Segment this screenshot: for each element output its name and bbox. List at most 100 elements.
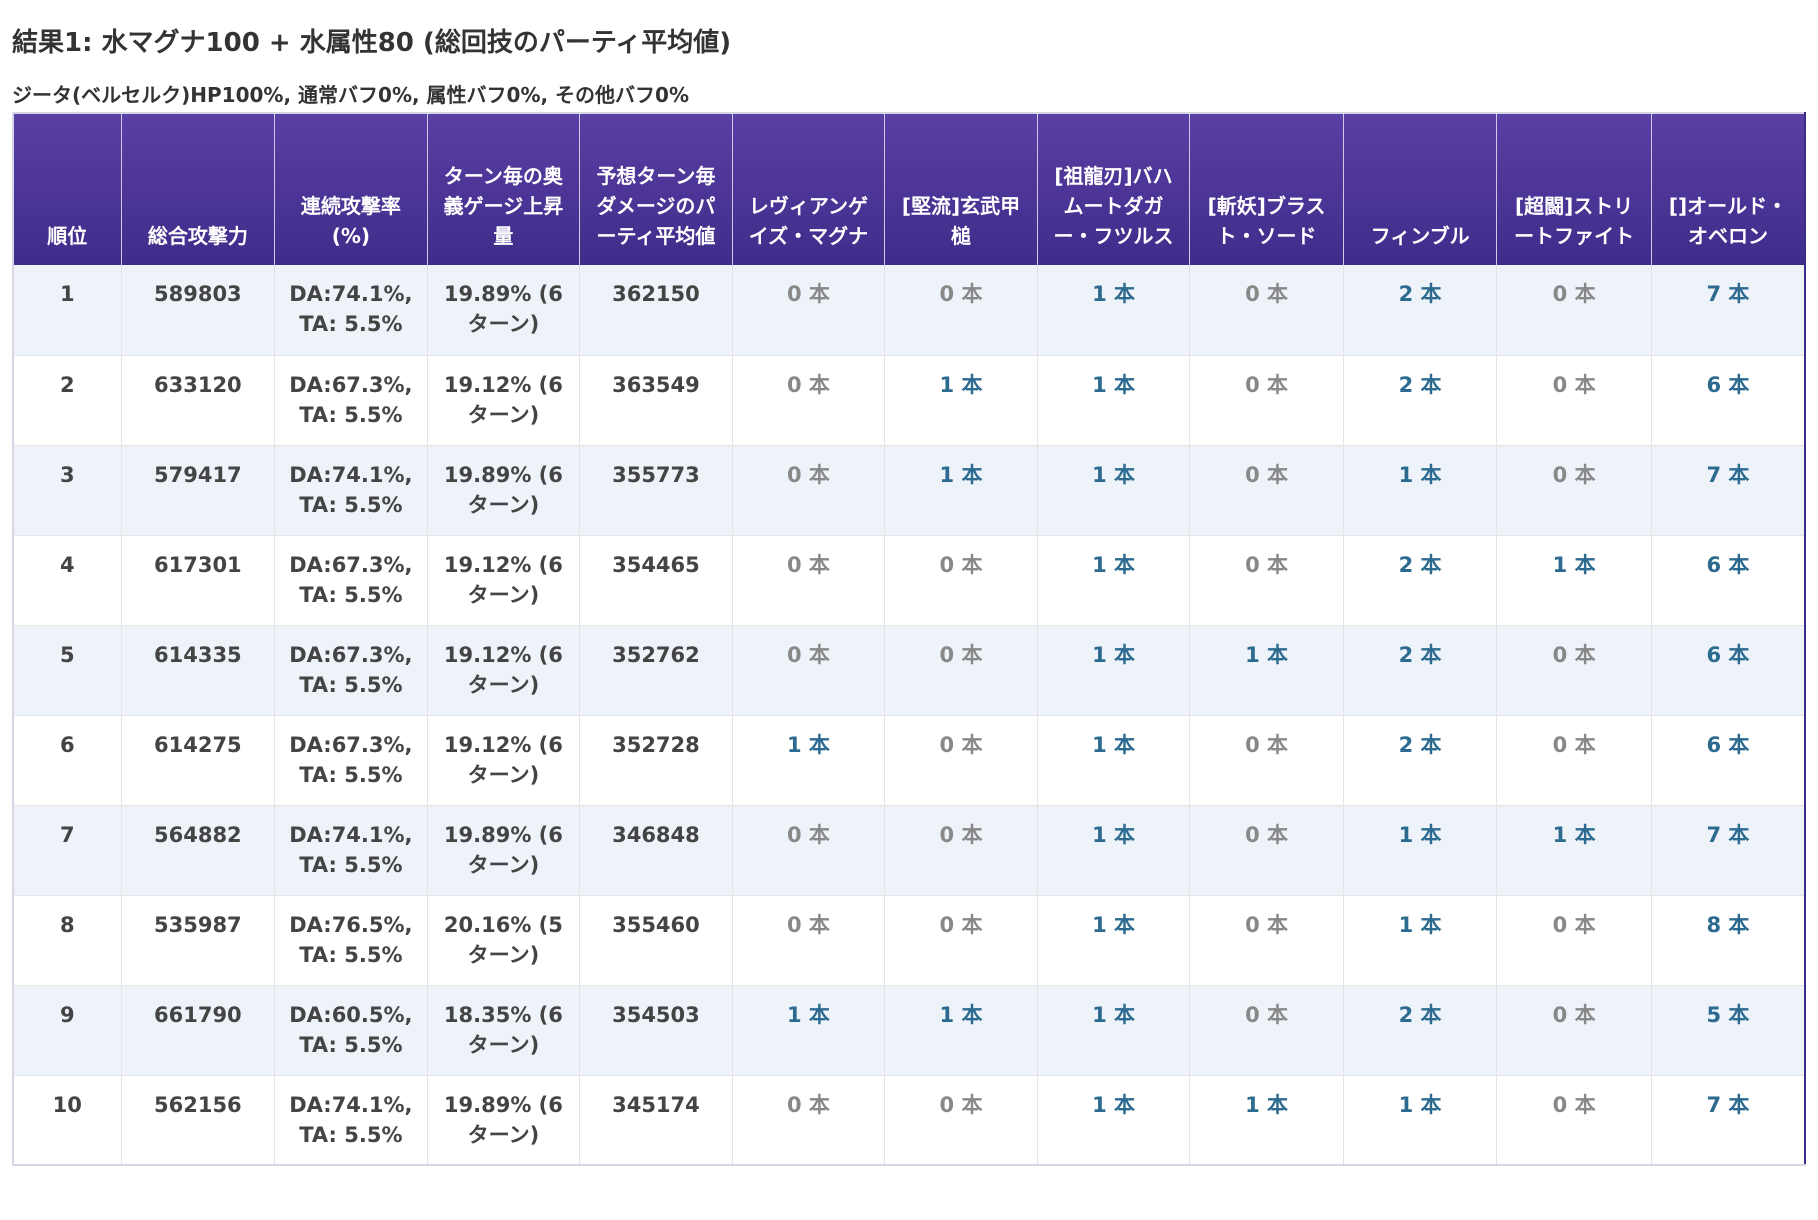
cell-total-attack: 535987 bbox=[121, 895, 276, 986]
cell-weapon-4-count: 0 本 bbox=[1189, 445, 1344, 536]
cell-weapon-7-count: 5 本 bbox=[1651, 985, 1806, 1076]
cell-ougi-gauge: 19.89% (6 ターン) bbox=[427, 1075, 581, 1166]
header-weapon-7: []オールド・オベロン bbox=[1651, 112, 1805, 265]
cell-multi-attack-rate-line: TA: 5.5% bbox=[299, 762, 403, 787]
result-subtitle: ジータ(ベルセルク)HP100%, 通常バフ0%, 属性バフ0%, その他バフ0… bbox=[12, 83, 690, 107]
cell-ougi-gauge: 19.12% (6 ターン) bbox=[427, 355, 581, 446]
cell-multi-attack-rate-line: DA:74.1%, bbox=[289, 282, 413, 306]
table-body: 1 589803 DA:74.1%, TA: 5.5% 19.89% (6 ターン) 362… bbox=[13, 265, 1806, 1166]
header-multi-attack-rate: 連続攻撃率(%) bbox=[274, 112, 428, 265]
cell-ougi-gauge-line: ターン) bbox=[467, 852, 540, 877]
cell-weapon-3-count: 1 本 bbox=[1037, 895, 1191, 986]
cell-multi-attack-rate-line: DA:76.5%, bbox=[289, 912, 413, 937]
cell-ougi-gauge-line: 19.12% (6 bbox=[443, 732, 563, 757]
cell-weapon-1-count: 0 本 bbox=[732, 355, 886, 446]
cell-weapon-2-count: 1 本 bbox=[884, 985, 1038, 1076]
header-weapon-4: [斬妖]ブラスト・ソード bbox=[1189, 112, 1344, 265]
cell-ougi-gauge-line: 19.12% (6 bbox=[443, 552, 563, 577]
table-row: 10 562156 DA:74.1%, TA: 5.5% 19.89% (6 ターン) 34… bbox=[13, 1075, 1806, 1166]
cell-ougi-gauge-line: 19.12% (6 bbox=[443, 642, 563, 667]
cell-party-damage: 354503 bbox=[579, 985, 733, 1076]
table-row: 4 617301 DA:67.3%, TA: 5.5% 19.12% (6 ターン) 354… bbox=[13, 535, 1806, 626]
cell-multi-attack-rate-line: TA: 5.5% bbox=[299, 1032, 403, 1057]
cell-party-damage: 345174 bbox=[579, 1075, 733, 1166]
cell-weapon-7-count: 6 本 bbox=[1651, 355, 1806, 446]
cell-multi-attack-rate-line: TA: 5.5% bbox=[299, 852, 403, 877]
cell-weapon-6-count: 0 本 bbox=[1496, 1075, 1652, 1166]
cell-ougi-gauge-line: 19.12% (6 bbox=[443, 372, 563, 397]
header-rank: 順位 bbox=[13, 112, 122, 265]
cell-total-attack: 633120 bbox=[121, 355, 276, 446]
cell-rank: 10 bbox=[13, 1075, 122, 1166]
cell-ougi-gauge-line: 19.89% (6 bbox=[443, 462, 563, 487]
cell-ougi-gauge: 19.89% (6 ターン) bbox=[427, 805, 581, 896]
cell-ougi-gauge: 19.89% (6 ターン) bbox=[427, 265, 581, 356]
cell-total-attack: 589803 bbox=[121, 265, 276, 356]
cell-multi-attack-rate-line: TA: 5.5% bbox=[299, 402, 403, 427]
cell-multi-attack-rate-line: TA: 5.5% bbox=[299, 312, 403, 336]
cell-weapon-6-count: 1 本 bbox=[1496, 805, 1652, 896]
cell-rank: 4 bbox=[13, 535, 122, 626]
cell-weapon-1-count: 0 本 bbox=[732, 535, 886, 626]
cell-weapon-2-count: 0 本 bbox=[884, 535, 1038, 626]
cell-weapon-5-count: 1 本 bbox=[1343, 805, 1498, 896]
cell-multi-attack-rate: DA:74.1%, TA: 5.5% bbox=[274, 265, 428, 356]
cell-rank: 6 bbox=[13, 715, 122, 806]
cell-ougi-gauge-line: ターン) bbox=[467, 942, 540, 967]
cell-ougi-gauge-line: ターン) bbox=[467, 312, 540, 336]
cell-weapon-5-count: 1 本 bbox=[1343, 1075, 1498, 1166]
cell-multi-attack-rate-line: DA:67.3%, bbox=[289, 372, 413, 397]
cell-party-damage: 346848 bbox=[579, 805, 733, 896]
header-ougi-gauge: ターン毎の奥義ゲージ上昇量 bbox=[427, 112, 581, 265]
header-weapon-1: レヴィアンゲイズ・マグナ bbox=[732, 112, 886, 265]
table-row: 7 564882 DA:74.1%, TA: 5.5% 19.89% (6 ターン) 346… bbox=[13, 805, 1806, 896]
table-row: 5 614335 DA:67.3%, TA: 5.5% 19.12% (6 ターン) 352… bbox=[13, 625, 1806, 716]
header-weapon-6: [超闘]ストリートファイト bbox=[1496, 112, 1652, 265]
cell-multi-attack-rate: DA:76.5%, TA: 5.5% bbox=[274, 895, 428, 986]
cell-weapon-7-count: 7 本 bbox=[1651, 805, 1806, 896]
cell-ougi-gauge: 19.12% (6 ターン) bbox=[427, 535, 581, 626]
cell-multi-attack-rate: DA:74.1%, TA: 5.5% bbox=[274, 1075, 428, 1166]
cell-total-attack: 564882 bbox=[121, 805, 276, 896]
cell-total-attack: 562156 bbox=[121, 1075, 276, 1166]
cell-weapon-3-count: 1 本 bbox=[1037, 445, 1191, 536]
cell-weapon-2-count: 0 本 bbox=[884, 895, 1038, 986]
cell-multi-attack-rate-line: DA:60.5%, bbox=[289, 1002, 413, 1027]
cell-ougi-gauge-line: ターン) bbox=[467, 1122, 540, 1147]
cell-rank: 5 bbox=[13, 625, 122, 716]
cell-weapon-1-count: 1 本 bbox=[732, 715, 886, 806]
cell-ougi-gauge-line: ターン) bbox=[467, 672, 540, 697]
cell-multi-attack-rate-line: DA:67.3%, bbox=[289, 732, 413, 757]
cell-multi-attack-rate-line: DA:74.1%, bbox=[289, 1092, 413, 1117]
cell-weapon-6-count: 0 本 bbox=[1496, 895, 1652, 986]
table-row: 1 589803 DA:74.1%, TA: 5.5% 19.89% (6 ターン) 362… bbox=[13, 265, 1806, 356]
cell-weapon-3-count: 1 本 bbox=[1037, 265, 1191, 356]
cell-rank: 1 bbox=[13, 265, 122, 356]
cell-weapon-2-count: 0 本 bbox=[884, 805, 1038, 896]
cell-weapon-1-count: 0 本 bbox=[732, 625, 886, 716]
cell-ougi-gauge-line: ターン) bbox=[467, 582, 540, 607]
cell-weapon-3-count: 1 本 bbox=[1037, 805, 1191, 896]
cell-weapon-6-count: 0 本 bbox=[1496, 265, 1652, 356]
cell-total-attack: 614275 bbox=[121, 715, 276, 806]
cell-weapon-5-count: 2 本 bbox=[1343, 625, 1498, 716]
cell-multi-attack-rate: DA:74.1%, TA: 5.5% bbox=[274, 445, 428, 536]
cell-party-damage: 354465 bbox=[579, 535, 733, 626]
cell-weapon-5-count: 2 本 bbox=[1343, 355, 1498, 446]
cell-weapon-5-count: 2 本 bbox=[1343, 985, 1498, 1076]
header-weapon-5: フィンブル bbox=[1343, 112, 1498, 265]
cell-weapon-1-count: 0 本 bbox=[732, 805, 886, 896]
cell-ougi-gauge: 19.12% (6 ターン) bbox=[427, 715, 581, 806]
cell-weapon-4-count: 0 本 bbox=[1189, 805, 1344, 896]
cell-weapon-4-count: 0 本 bbox=[1189, 265, 1344, 356]
cell-party-damage: 352728 bbox=[579, 715, 733, 806]
cell-party-damage: 352762 bbox=[579, 625, 733, 716]
cell-weapon-7-count: 6 本 bbox=[1651, 715, 1806, 806]
cell-multi-attack-rate: DA:60.5%, TA: 5.5% bbox=[274, 985, 428, 1076]
cell-weapon-1-count: 0 本 bbox=[732, 1075, 886, 1166]
table-row: 6 614275 DA:67.3%, TA: 5.5% 19.12% (6 ターン) 352… bbox=[13, 715, 1806, 806]
cell-weapon-7-count: 6 本 bbox=[1651, 535, 1806, 626]
cell-weapon-2-count: 1 本 bbox=[884, 445, 1038, 536]
cell-multi-attack-rate: DA:67.3%, TA: 5.5% bbox=[274, 715, 428, 806]
cell-weapon-5-count: 1 本 bbox=[1343, 445, 1498, 536]
